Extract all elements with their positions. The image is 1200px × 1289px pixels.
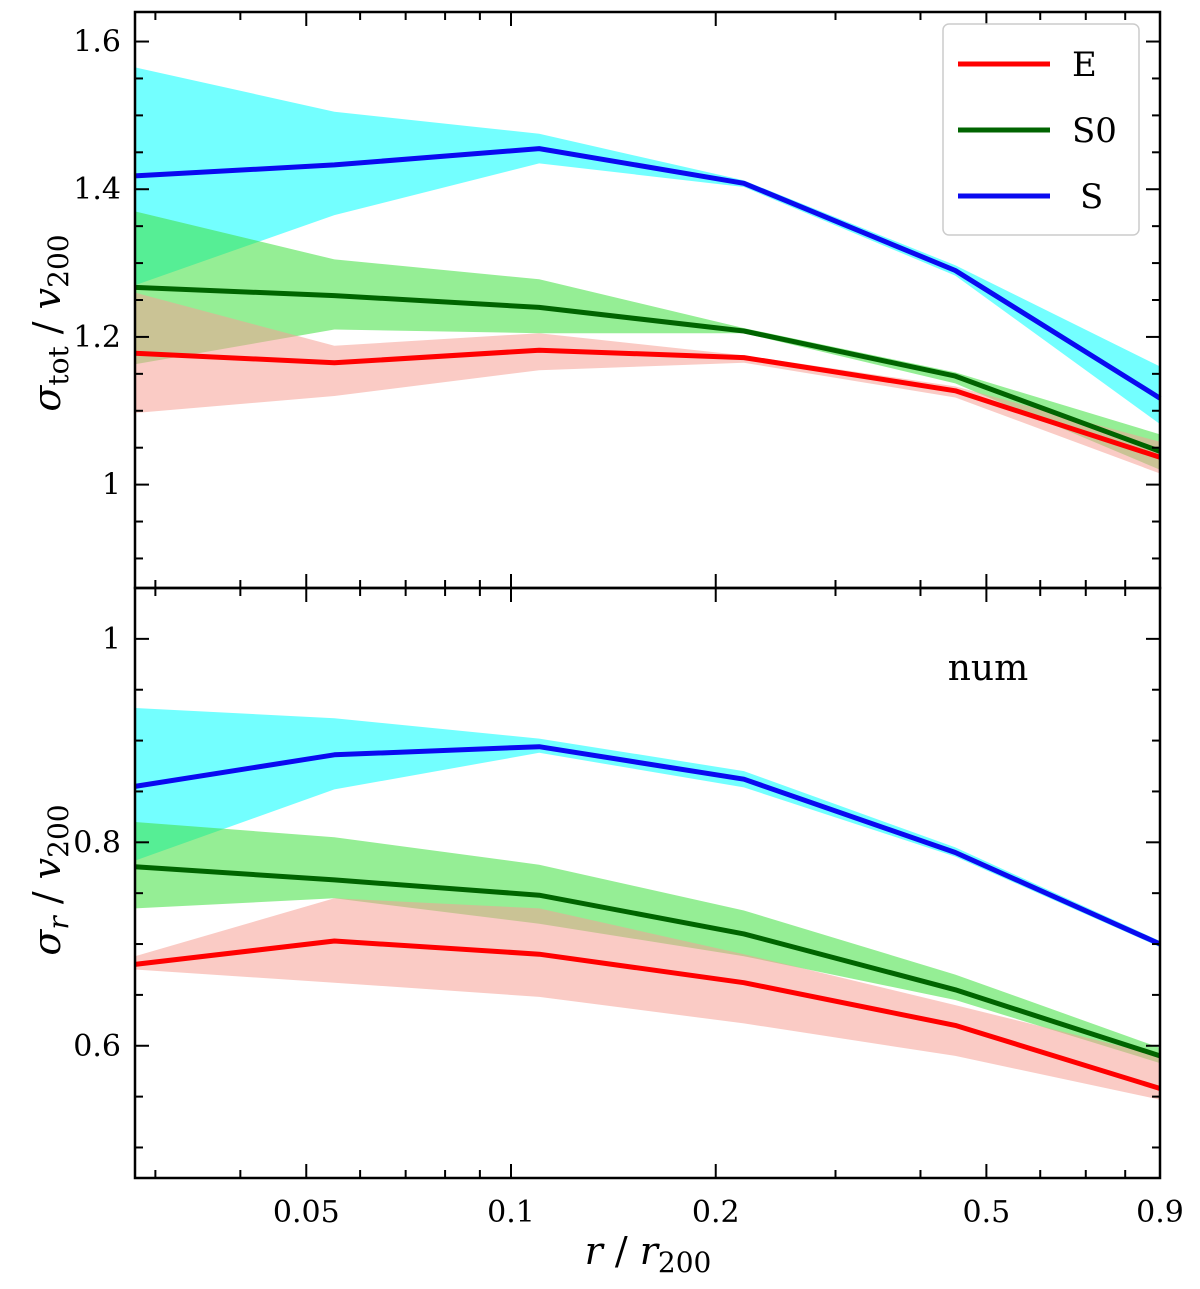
top-line-e	[134, 347, 1161, 460]
top-line-s0	[134, 284, 1161, 454]
top-ylabel-slash: /	[25, 309, 69, 346]
panel-top: 1 1.2 1.4 1.6 E S0 S σtot / v200	[25, 10, 1162, 590]
bottom-ylabel-sub: r	[42, 915, 75, 930]
bottom-band-e	[135, 898, 1160, 1100]
xlabel-sub: 200	[658, 1246, 711, 1279]
panel-bottom: 0.60.810.05 0.1 0.2 0.5 0.9 num σr / v200 r …	[25, 586, 1184, 1279]
bottom-line-e	[134, 938, 1161, 1091]
bottom-line-s	[134, 744, 1162, 947]
bottom-lines	[134, 744, 1162, 1091]
bottom-ylabel-sigma: σ	[25, 929, 69, 956]
bottom-line-s0	[134, 864, 1161, 1059]
legend-label-e: E	[1072, 45, 1097, 85]
xtick-label: 0.05	[273, 1195, 340, 1230]
top-y-axis-label: σtot / v200	[25, 234, 75, 411]
xtick-label: 0.9	[1136, 1195, 1184, 1230]
annotation-num: num	[948, 648, 1029, 689]
xlabel-r: r	[585, 1229, 606, 1273]
x-axis-label: r / r200	[585, 1229, 712, 1279]
top-ticks: 1 1.2 1.4 1.6	[73, 12, 1161, 588]
bottom-band-s	[135, 708, 1160, 948]
top-band-s	[135, 67, 1160, 425]
top-ylabel-sub: tot	[42, 346, 75, 386]
bottom-ytick-label: 0.6	[73, 1029, 121, 1064]
legend: E S0 S	[942, 23, 1140, 236]
top-ylabel-vsub: 200	[42, 234, 75, 287]
top-ytick-label: 1.6	[73, 25, 121, 60]
top-lines	[134, 146, 1162, 460]
legend-label-s: S	[1080, 177, 1103, 217]
xtick-label: 0.5	[963, 1195, 1011, 1230]
bottom-y-axis-label: σr / v200	[25, 804, 75, 955]
bottom-ylabel-slash: /	[25, 879, 69, 916]
bottom-ticks: 0.6 0.8 1 0.05 0.1 0.2 0.5 0.9	[73, 587, 1184, 1230]
xtick-label: 0.2	[692, 1195, 740, 1230]
top-line-s	[134, 146, 1162, 401]
bottom-ytick-label: 0.8	[73, 825, 121, 860]
bottom-ytick-label: 1	[102, 622, 121, 657]
top-ylabel-v: v	[25, 287, 69, 309]
xlabel-slash: /	[603, 1229, 640, 1273]
top-ytick-label: 1	[102, 468, 121, 503]
top-ytick-label: 1.4	[73, 172, 121, 207]
legend-label-s0: S0	[1072, 111, 1117, 151]
bottom-ylabel-vsub: 200	[42, 804, 75, 857]
bottom-plot-frame	[133, 586, 1162, 1180]
top-ylabel-sigma: σ	[25, 385, 69, 412]
top-bands	[135, 67, 1160, 474]
top-band-s0	[135, 211, 1160, 470]
top-band-e	[135, 292, 1160, 474]
xlabel-r200: r	[640, 1229, 661, 1273]
bottom-ylabel-v: v	[25, 857, 69, 879]
top-ytick-label: 1.2	[73, 320, 121, 355]
xtick-label: 0.1	[487, 1195, 535, 1230]
